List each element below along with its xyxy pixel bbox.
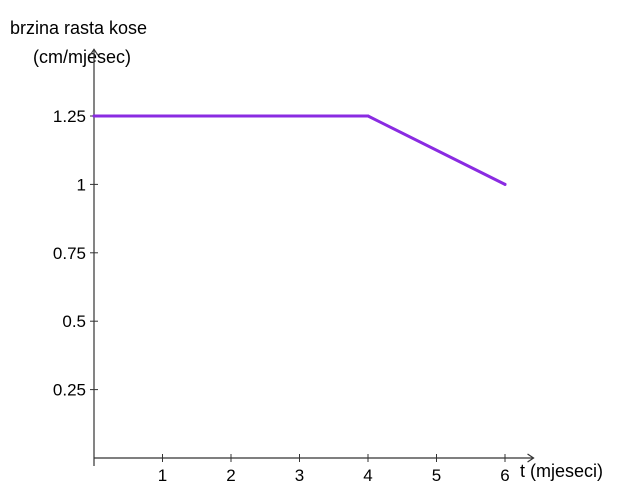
y-axis-label-line2: (cm/mjesec) — [33, 47, 131, 67]
x-tick-label: 5 — [432, 466, 441, 485]
x-axis-label: t (mjeseci) — [520, 461, 603, 481]
y-tick-label: 1 — [77, 175, 86, 194]
x-tick-label: 2 — [226, 466, 235, 485]
y-tick-label: 0.25 — [53, 381, 86, 400]
x-tick-label: 4 — [363, 466, 372, 485]
series-group — [92, 114, 507, 186]
x-tick-label: 1 — [158, 466, 167, 485]
y-ticks: 0.25 0.5 0.75 1 1.25 — [53, 107, 98, 400]
y-tick-label: 0.75 — [53, 244, 86, 263]
y-tick-label: 1.25 — [53, 107, 86, 126]
data-point — [366, 114, 370, 118]
y-tick-label: 0.5 — [62, 312, 86, 331]
series-line — [92, 114, 507, 186]
x-axis-arrow — [527, 453, 535, 463]
data-point — [503, 182, 507, 186]
x-tick-label: 3 — [295, 466, 304, 485]
y-axis-label-line1: brzina rasta kose — [10, 18, 147, 38]
data-point — [92, 114, 96, 118]
x-ticks: 1 2 3 4 5 6 — [158, 454, 510, 485]
y-axis-arrow — [89, 48, 99, 56]
x-tick-label: 6 — [500, 466, 509, 485]
